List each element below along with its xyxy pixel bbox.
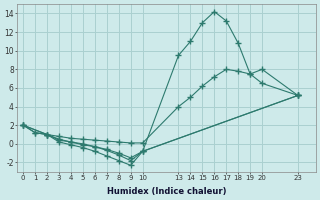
X-axis label: Humidex (Indice chaleur): Humidex (Indice chaleur)	[107, 187, 226, 196]
